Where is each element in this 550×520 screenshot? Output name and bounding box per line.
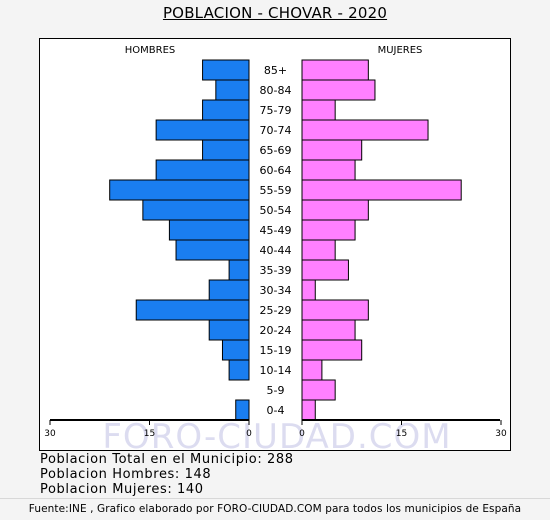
series-label-women: MUJERES: [378, 45, 423, 56]
bar-men-20-24: [208, 319, 250, 341]
age-label-10-14: 10-14: [260, 364, 292, 377]
age-label-25-29: 25-29: [260, 304, 292, 317]
bar-women-50-54: [301, 199, 369, 221]
bar-women-75-79: [301, 99, 336, 121]
footer-divider: [0, 498, 550, 499]
age-label-65-69: 65-69: [260, 144, 292, 157]
bar-men-0-4: [235, 399, 250, 421]
bar-women-20-24: [301, 319, 356, 341]
bar-men-35-39: [228, 259, 250, 281]
bar-women-30-34: [301, 279, 316, 301]
bar-men-55-59: [109, 179, 250, 201]
tick-label-women-2: 30: [495, 429, 507, 439]
bar-women-70-74: [301, 119, 429, 141]
series-label-men: HOMBRES: [125, 45, 176, 56]
bar-women-5-9: [301, 379, 336, 401]
women-population: Poblacion Mujeres: 140: [40, 482, 204, 497]
age-label-75-79: 75-79: [260, 104, 292, 117]
tick-label-men-2: 0: [246, 429, 252, 439]
bar-men-30-34: [208, 279, 250, 301]
age-label-5-9: 5-9: [267, 384, 285, 397]
age-label-85+: 85+: [264, 64, 287, 77]
tick-label-women-0: 0: [299, 429, 305, 439]
bar-women-35-39: [301, 259, 349, 281]
age-label-50-54: 50-54: [260, 204, 292, 217]
age-label-40-44: 40-44: [260, 244, 292, 257]
bar-women-15-19: [301, 339, 363, 361]
source-note: Fuente:INE , Grafico elaborado por FORO-…: [28, 503, 522, 515]
chart-title: POBLACION - CHOVAR - 2020: [162, 4, 388, 22]
bar-women-10-14: [301, 359, 323, 381]
tick-label-men-1: 15: [144, 429, 155, 439]
bar-men-60-64: [155, 159, 250, 181]
bar-men-40-44: [175, 239, 250, 261]
age-label-60-64: 60-64: [260, 164, 292, 177]
age-label-20-24: 20-24: [260, 324, 292, 337]
bar-men-15-19: [221, 339, 250, 361]
age-label-0-4: 0-4: [267, 404, 285, 417]
bar-men-80-84: [215, 79, 250, 101]
age-label-70-74: 70-74: [260, 124, 292, 137]
bar-men-50-54: [142, 199, 250, 221]
tick-label-women-1: 15: [396, 429, 407, 439]
age-label-80-84: 80-84: [260, 84, 292, 97]
bar-men-25-29: [135, 299, 250, 321]
bar-women-40-44: [301, 239, 336, 261]
bar-women-55-59: [301, 179, 462, 201]
tick-label-men-0: 30: [44, 429, 56, 439]
bar-women-45-49: [301, 219, 356, 241]
population-stats: Poblacion Total en el Municipio: 288 Pob…: [40, 452, 294, 497]
bar-men-10-14: [228, 359, 250, 381]
age-label-15-19: 15-19: [260, 344, 292, 357]
bar-women-60-64: [301, 159, 356, 181]
total-population: Poblacion Total en el Municipio: 288: [40, 452, 294, 467]
bar-men-70-74: [155, 119, 250, 141]
chart-panel: [39, 38, 511, 451]
bar-men-85+: [202, 59, 250, 81]
bar-women-80-84: [301, 79, 376, 101]
bar-men-75-79: [202, 99, 250, 121]
age-label-35-39: 35-39: [260, 264, 292, 277]
bar-women-65-69: [301, 139, 363, 161]
watermark: FORO-CIUDAD.COM: [102, 417, 451, 457]
men-population: Poblacion Hombres: 148: [40, 467, 212, 482]
age-label-30-34: 30-34: [260, 284, 292, 297]
bar-women-0-4: [301, 399, 316, 421]
bar-women-85+: [301, 59, 369, 81]
bar-women-25-29: [301, 299, 369, 321]
age-label-45-49: 45-49: [260, 224, 292, 237]
age-label-55-59: 55-59: [260, 184, 292, 197]
bar-men-65-69: [202, 139, 250, 161]
bar-men-45-49: [168, 219, 250, 241]
